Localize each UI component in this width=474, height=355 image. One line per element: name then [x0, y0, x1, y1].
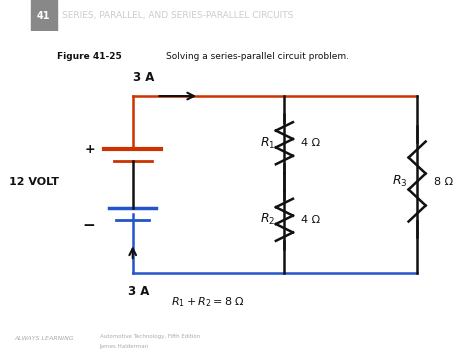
Text: 8 Ω: 8 Ω — [434, 176, 453, 186]
Text: −: − — [82, 218, 95, 233]
Text: 4 Ω: 4 Ω — [301, 138, 320, 148]
Text: Figure 41-25: Figure 41-25 — [57, 52, 122, 61]
Text: Solving a series-parallel circuit problem.: Solving a series-parallel circuit proble… — [166, 52, 349, 61]
Text: 41: 41 — [37, 11, 50, 21]
Text: Automotive Technology, Fifth Edition: Automotive Technology, Fifth Edition — [100, 334, 200, 339]
Text: PEARSON: PEARSON — [385, 333, 460, 348]
Text: $R_1 + R_2 = 8\ \Omega$: $R_1 + R_2 = 8\ \Omega$ — [171, 295, 245, 309]
Text: SERIES, PARALLEL, AND SERIES-PARALLEL CIRCUITS: SERIES, PARALLEL, AND SERIES-PARALLEL CI… — [62, 11, 293, 20]
Text: 3 A: 3 A — [133, 71, 154, 84]
Text: 4 Ω: 4 Ω — [301, 215, 320, 225]
Text: James Halderman: James Halderman — [100, 344, 149, 349]
Text: $R_1$: $R_1$ — [259, 136, 275, 151]
Text: $R_2$: $R_2$ — [260, 212, 275, 227]
Text: 3 A: 3 A — [128, 285, 149, 297]
Text: ALWAYS LEARNING: ALWAYS LEARNING — [14, 337, 74, 342]
Text: 12 VOLT: 12 VOLT — [9, 176, 59, 186]
Text: $R_3$: $R_3$ — [392, 174, 408, 189]
Text: +: + — [84, 143, 95, 155]
Bar — [31, 0, 57, 31]
